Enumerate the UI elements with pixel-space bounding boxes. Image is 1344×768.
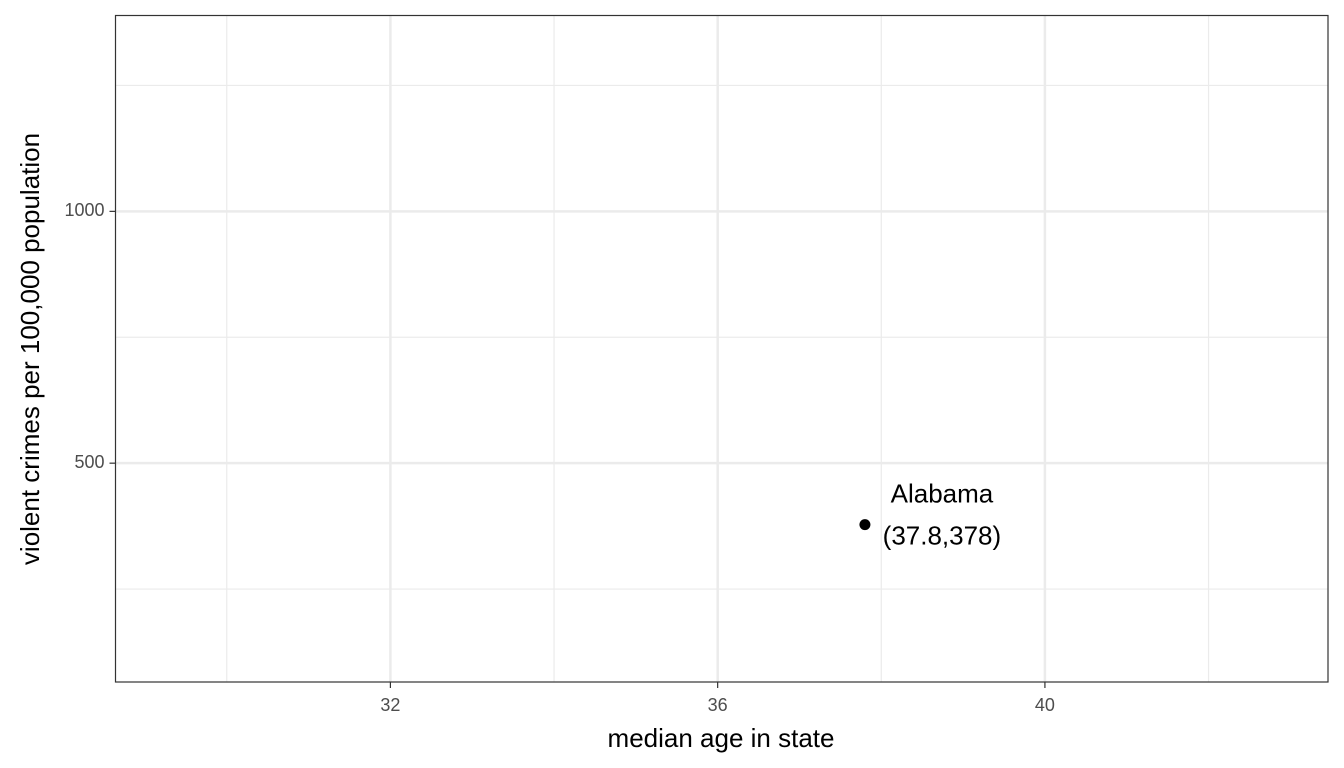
value-label: (37.8,378) [883,520,1002,550]
y-tick-label: 500 [74,452,104,472]
y-axis-title: violent crimes per 100,000 population [15,133,45,565]
x-tick-label: 32 [380,695,400,715]
panel-border [114,14,1329,683]
point-label: Alabama [891,478,994,508]
marks [859,519,871,531]
y-tick-label: 1000 [64,200,104,220]
x-tick-label: 40 [1035,695,1055,715]
grid [115,15,1328,682]
x-axis-title: median age in state [608,723,835,753]
x-tick-label: 36 [708,695,728,715]
point [859,519,871,531]
